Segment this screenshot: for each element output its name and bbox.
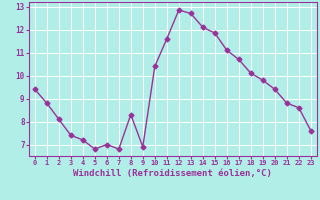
X-axis label: Windchill (Refroidissement éolien,°C): Windchill (Refroidissement éolien,°C) bbox=[73, 169, 272, 178]
